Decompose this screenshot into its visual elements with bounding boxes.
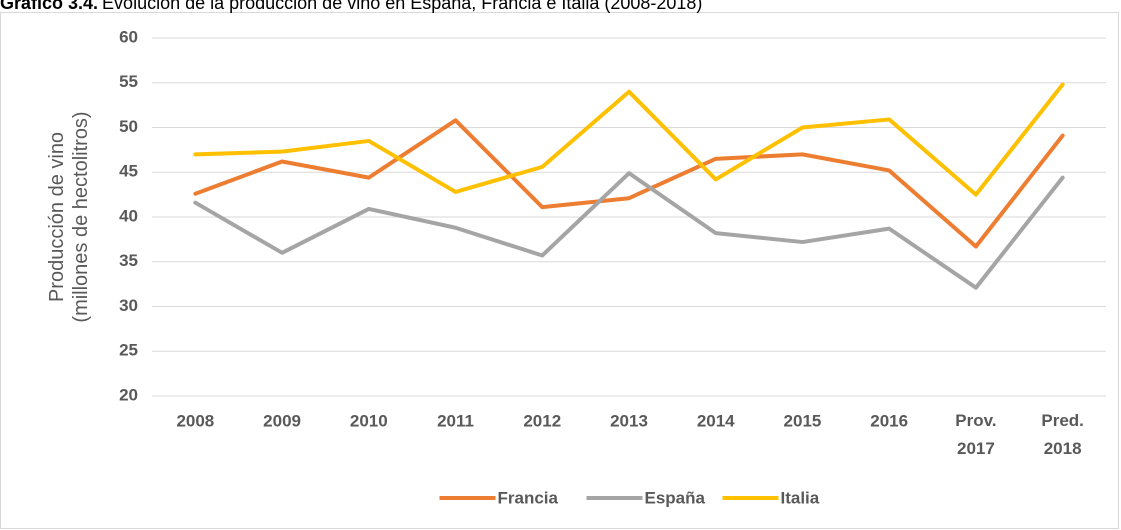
x-tick-label: 2015	[784, 411, 822, 430]
y-tick-label: 25	[119, 341, 138, 360]
y-axis-label: Producción de vino (millones de hectolitr…	[46, 111, 92, 322]
chart-title: Gráfico 3.4. Evolución de la producción d…	[0, 0, 702, 13]
y-tick-label: 40	[119, 206, 138, 225]
x-tick-label: Pred. 2018	[1041, 411, 1084, 458]
y-tick-label: 55	[119, 72, 138, 91]
title-text: Evolución de la producción de vino en Es…	[102, 0, 702, 13]
x-tick-label: 2014	[697, 411, 735, 430]
y-tick-label: 35	[119, 251, 138, 270]
x-tick-label: 2012	[523, 411, 561, 430]
x-tick-label: 2013	[610, 411, 648, 430]
x-tick-label: Prov. 2017	[955, 411, 996, 458]
y-tick-label: 30	[119, 296, 138, 315]
legend-label: Francia	[498, 488, 559, 507]
y-tick-label: 45	[119, 162, 138, 181]
y-tick-label: 50	[119, 117, 138, 136]
x-tick-label: 2008	[176, 411, 214, 430]
legend-label: Italia	[781, 488, 820, 507]
chart-frame	[0, 12, 1119, 529]
x-tick-label: 2010	[350, 411, 388, 430]
series-line	[193, 171, 1065, 290]
y-label-line: Producción de vino	[46, 132, 68, 302]
series-line	[193, 82, 1065, 197]
y-tick-label: 20	[119, 385, 138, 404]
x-tick-label: 2009	[263, 411, 301, 430]
title-label: Gráfico 3.4.	[0, 0, 98, 13]
series-line	[193, 118, 1065, 249]
y-tick-label: 60	[119, 27, 138, 46]
x-tick-label: 2011	[437, 411, 474, 430]
y-label-line: (millones de hectolitros)	[70, 111, 92, 322]
legend-label: España	[645, 488, 706, 507]
x-tick-label: 2016	[870, 411, 908, 430]
